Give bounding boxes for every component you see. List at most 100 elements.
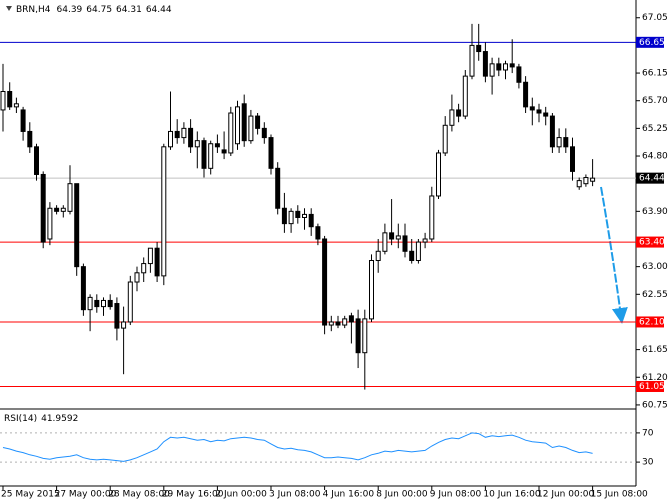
candle-body: [228, 112, 234, 154]
candle-body: [536, 109, 542, 114]
y-tick-label: 30: [642, 458, 654, 468]
candle-body: [590, 177, 596, 182]
level-label-box: [636, 380, 664, 392]
candle-body: [563, 137, 569, 148]
candle-body: [496, 63, 502, 71]
candle-body: [87, 296, 93, 311]
level-label: 66.65: [639, 38, 665, 48]
candle-body: [523, 81, 529, 108]
candle-body: [214, 143, 220, 148]
candle-body: [422, 238, 428, 243]
candle-body: [382, 232, 388, 252]
candle-body: [181, 127, 187, 139]
candle-body: [161, 146, 167, 277]
candle-body: [54, 207, 60, 212]
candle-body: [395, 235, 401, 240]
x-tick-label: 2 Jun 00:00: [215, 490, 267, 500]
candle-body: [335, 321, 341, 326]
candle-body: [375, 250, 381, 262]
candle-body: [201, 140, 207, 169]
x-tick-label: 28 May 08:00: [108, 490, 170, 500]
candle-body: [147, 247, 153, 265]
candle-body: [94, 299, 100, 308]
candle-body: [34, 146, 39, 175]
chart-header: BRN,H4 64.39 64.75 64.31 64.44: [16, 5, 172, 15]
candle-body: [60, 207, 66, 212]
level-label: 63.40: [639, 238, 665, 248]
candle-body: [489, 63, 495, 77]
candle-body: [47, 207, 53, 240]
x-tick-label: 15 Jun 08:00: [591, 490, 648, 500]
x-tick-label: 27 May 00:00: [55, 490, 117, 500]
candle-body: [295, 210, 301, 218]
annotation-arrow: [600, 186, 628, 324]
level-label-box: [636, 236, 664, 248]
level-label: 61.05: [639, 382, 665, 392]
y-tick-label: 63.90: [642, 207, 668, 217]
candle-body: [442, 124, 448, 154]
candle-body: [134, 272, 140, 283]
candle-body: [121, 321, 127, 329]
header-open: 64.39: [57, 5, 83, 15]
candle-body: [449, 109, 455, 126]
candle-body: [101, 299, 106, 308]
candle-body: [409, 250, 415, 262]
y-tick-label: 61.65: [642, 345, 668, 355]
symbol-icon: [6, 6, 12, 11]
candle-body: [516, 66, 522, 83]
candle-body: [288, 210, 294, 225]
candle-body: [235, 106, 240, 145]
indicator-header: RSI(14) 41.9592: [4, 414, 78, 424]
candle-body: [529, 106, 535, 111]
candle-body: [255, 115, 261, 129]
candle-body: [476, 44, 482, 53]
candle-body: [275, 167, 281, 209]
candle-body: [114, 303, 120, 329]
candle-body: [576, 180, 582, 188]
candle-body: [389, 232, 395, 240]
candle-body: [543, 112, 549, 117]
x-tick-label: 8 Jun 00:00: [376, 490, 428, 500]
candle-body: [355, 318, 361, 354]
candle-body: [7, 90, 13, 108]
candle-body: [583, 177, 589, 185]
candle-body: [549, 115, 555, 148]
level-label-box: [636, 36, 664, 48]
candle-body: [80, 266, 86, 311]
candle-body: [261, 127, 267, 139]
y-tick-label: 65.25: [642, 124, 668, 134]
candle-body: [436, 152, 441, 197]
x-tick-label: 25 May 2015: [1, 490, 60, 500]
candle-body: [315, 226, 321, 240]
candle-body: [74, 183, 80, 268]
x-tick-label: 9 Jun 08:00: [430, 490, 482, 500]
symbol: BRN,H4: [16, 5, 51, 15]
candle-body: [0, 90, 6, 111]
candle-body: [456, 109, 462, 117]
y-tick-label: 60.75: [642, 400, 668, 410]
y-tick-label: 63.00: [642, 262, 668, 272]
x-tick-label: 12 Jun 00:00: [537, 490, 594, 500]
candle-body: [221, 149, 227, 154]
header-low: 64.31: [116, 5, 142, 15]
x-tick-label: 3 Jun 08:00: [269, 490, 321, 500]
candle-body: [556, 137, 562, 148]
x-tick-label: 4 Jun 16:00: [323, 490, 375, 500]
candle-body: [462, 75, 468, 117]
candle-body: [20, 109, 26, 132]
indicator-value: 41.9592: [41, 414, 78, 424]
x-tick-label: 10 Jun 16:00: [483, 490, 540, 500]
current-price-box: [636, 172, 664, 184]
y-tick-label: 67.05: [642, 13, 668, 23]
candle-body: [241, 103, 247, 142]
candle-body: [141, 263, 147, 274]
indicator-title: RSI(14): [4, 414, 37, 424]
rsi-line: [2, 432, 593, 462]
level-label-box: [636, 316, 664, 328]
candle-body: [482, 51, 488, 77]
candle-body: [348, 315, 354, 323]
candle-body: [188, 127, 194, 148]
header-high: 64.75: [86, 5, 112, 15]
